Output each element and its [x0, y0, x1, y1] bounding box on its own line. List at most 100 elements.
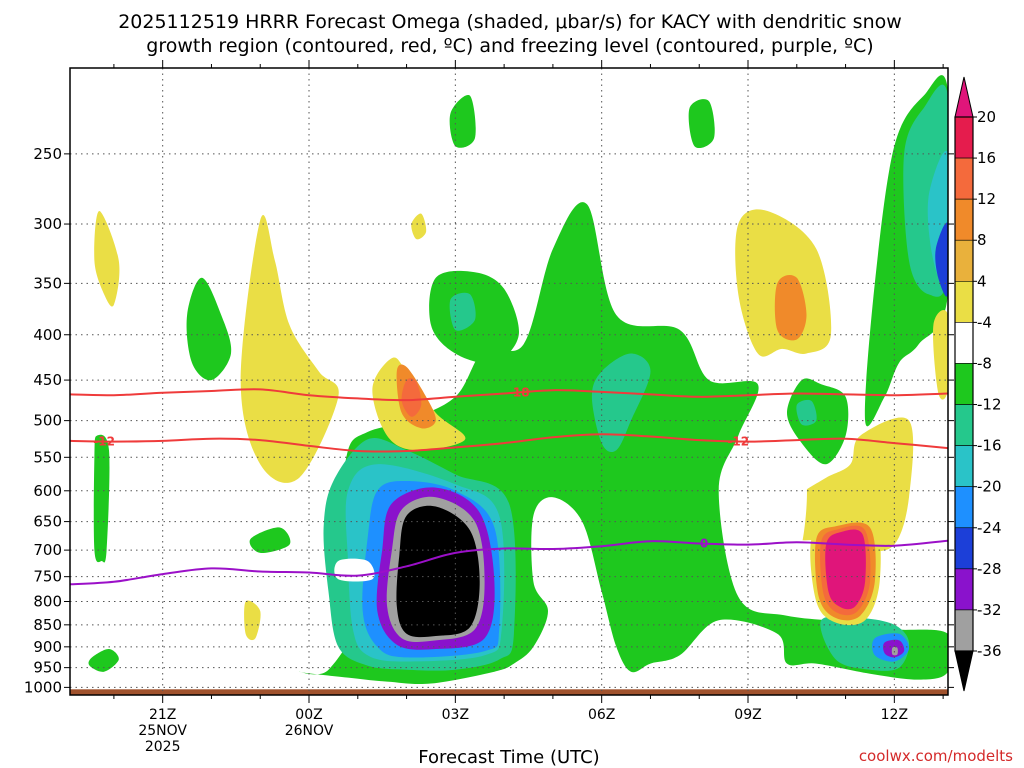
x-tick-label: 06Z	[588, 707, 615, 723]
colorbar-label: -4	[977, 313, 992, 331]
x-tick-label: 00Z	[295, 707, 322, 723]
y-tick-label: 250	[33, 145, 62, 163]
colorbar-frame	[954, 116, 974, 652]
colorbar-segment	[954, 609, 974, 652]
ground-layer	[70, 689, 948, 695]
colorbar-label: -16	[977, 437, 1002, 455]
omega-region-teal-2	[591, 353, 651, 453]
y-tick-label: 850	[33, 616, 62, 634]
y-tick-label: 650	[33, 513, 62, 531]
contour-label-dendritic-12: -12	[727, 434, 749, 448]
omega-region-black-low	[396, 505, 480, 638]
y-tick-label: 500	[33, 412, 62, 430]
omega-region-yellow-7	[791, 417, 914, 552]
omega-region-green-2	[93, 434, 110, 563]
colorbar-segment	[954, 116, 974, 159]
colorbar-segment	[954, 239, 974, 282]
x-tick-label: 21Z	[149, 707, 176, 723]
y-tick-label: 300	[33, 215, 62, 233]
y-tick-label: 450	[33, 371, 62, 389]
colorbar-label: -32	[977, 601, 1002, 619]
omega-region-pink-right	[825, 529, 866, 610]
colorbar-label: -8	[977, 354, 992, 372]
colorbar-segment	[954, 527, 974, 570]
omega-region-yellow-3	[244, 600, 261, 641]
omega-region-blue-right	[935, 222, 948, 297]
x-tick-label: 03Z	[442, 707, 469, 723]
colorbar-label: -20	[977, 478, 1002, 496]
x-tick-label: 09Z	[734, 707, 761, 723]
y-tick-label: 350	[33, 274, 62, 292]
omega-region-orange-2	[774, 274, 807, 341]
colorbar-label: -12	[977, 396, 1002, 414]
omega-region-green-3	[88, 648, 119, 672]
omega-region-green-right-mid	[787, 378, 849, 465]
contour-label-freezing-0: 0	[700, 537, 708, 551]
omega-region-red-1	[401, 378, 422, 417]
colorbar-segment	[954, 568, 974, 611]
colorbar-top-cap	[954, 76, 974, 118]
contour-dendritic-18	[70, 388, 948, 402]
omega-region-green-5	[449, 95, 476, 148]
colorbar-segment	[954, 198, 974, 241]
omega-region-teal-3	[796, 399, 817, 426]
chart-title-line-2: growth region (contoured, red, ºC) and f…	[146, 35, 873, 57]
x-tick-label: 25NOV	[138, 723, 187, 739]
y-tick-label: 700	[33, 541, 62, 559]
contour-dendritic-12	[70, 433, 948, 453]
x-tick-label: 2025	[145, 739, 181, 755]
omega-region-teal-1	[449, 292, 476, 331]
y-tick-label: 550	[33, 448, 62, 466]
x-axis-label: Forecast Time (UTC)	[418, 747, 599, 768]
x-tick-label: 26NOV	[285, 723, 334, 739]
y-axis: 250 300 350 400 450 500 550 600 650 700 750 800 850 9…	[24, 145, 954, 696]
colorbar-segment	[954, 404, 974, 446]
omega-region-yellow-2	[94, 211, 120, 307]
colorbar-bottom-cap	[954, 650, 974, 692]
x-tick-label: 12Z	[881, 707, 908, 723]
y-tick-label: 950	[33, 659, 62, 677]
omega-region-white-hole-right	[762, 471, 807, 562]
colorbar-segment	[954, 322, 974, 364]
omega-region-gray-lower-right	[891, 646, 898, 656]
grid-lines	[70, 68, 948, 695]
omega-region-green-1	[186, 277, 232, 381]
y-tick-label: 600	[33, 482, 62, 500]
omega-region-yellow-8	[933, 310, 948, 400]
colorbar-segment	[954, 157, 974, 200]
chart-title-line-1: 2025112519 HRRR Forecast Omega (shaded, …	[118, 11, 902, 33]
omega-shading	[88, 75, 948, 685]
omega-region-green-4	[249, 527, 291, 554]
colorbar-segment	[954, 445, 974, 487]
colorbar-segment	[954, 486, 974, 529]
colorbar-segment	[954, 281, 974, 323]
colorbar-label: 16	[977, 149, 996, 167]
plot-area: -18 -12 -12 0	[70, 68, 948, 695]
y-tick-label: 900	[33, 638, 62, 656]
colorbar-segment	[954, 363, 974, 405]
contour-label-dendritic-18: -18	[508, 386, 530, 400]
credit-link[interactable]: coolwx.com/modelts	[859, 747, 1013, 765]
y-tick-label: 800	[33, 593, 62, 611]
temperature-contours: -18 -12 -12 0	[70, 386, 948, 586]
colorbar-label: 20	[977, 108, 996, 126]
colorbar-label: 8	[977, 231, 987, 249]
colorbar-label: -28	[977, 560, 1002, 578]
contour-freezing-0	[70, 539, 948, 586]
colorbar-label: 12	[977, 190, 996, 208]
colorbar-label: 4	[977, 272, 987, 290]
omega-region-yellow-4	[411, 213, 427, 240]
colorbar-label: -36	[977, 642, 1002, 660]
y-tick-label: 750	[33, 568, 62, 586]
omega-region-yellow-1	[240, 215, 339, 483]
omega-region-white-hole-left	[334, 558, 375, 582]
contour-label-dendritic-12: -12	[93, 434, 115, 448]
colorbar: 20 16 12 8 4 -4 -8 -12 -16 -20 -24 -28 -32 -36	[954, 76, 1002, 692]
colorbar-label: -24	[977, 519, 1002, 537]
y-tick-label: 1000	[24, 678, 62, 696]
omega-region-green-6	[688, 99, 715, 149]
ground-bar	[70, 689, 948, 695]
plot-frame	[69, 67, 949, 696]
